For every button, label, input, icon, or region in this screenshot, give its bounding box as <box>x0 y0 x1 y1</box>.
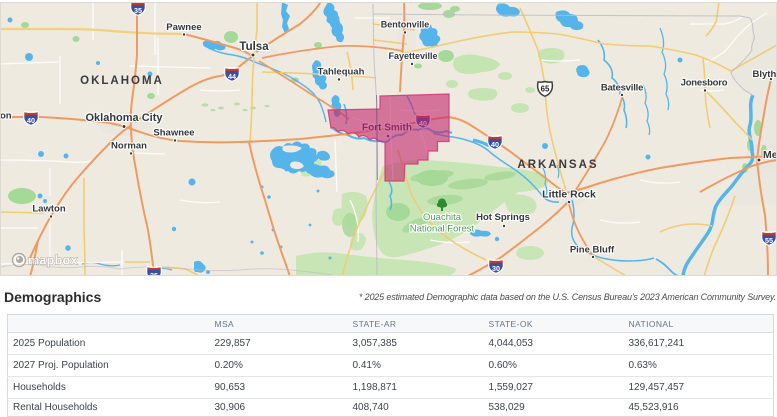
svg-text:35: 35 <box>150 271 158 276</box>
svg-text:ARKANSAS: ARKANSAS <box>517 159 598 171</box>
svg-text:Batesville: Batesville <box>601 83 643 94</box>
svg-text:Hot Springs: Hot Springs <box>476 212 530 223</box>
svg-text:Blytheville: Blytheville <box>753 69 777 80</box>
svg-text:Bentonville: Bentonville <box>381 20 430 30</box>
svg-text:Little Rock: Little Rock <box>542 189 596 201</box>
svg-text:Shawnee: Shawnee <box>153 128 194 139</box>
svg-text:Oklahoma City: Oklahoma City <box>85 112 163 124</box>
svg-text:40: 40 <box>491 140 499 149</box>
svg-text:Norman: Norman <box>111 141 147 152</box>
svg-text:Pawnee: Pawnee <box>166 22 201 33</box>
svg-text:Ouachita: Ouachita <box>423 212 462 223</box>
svg-text:Memphis: Memphis <box>763 149 777 161</box>
svg-text:44: 44 <box>228 72 236 81</box>
svg-text:OKLAHOMA: OKLAHOMA <box>80 75 164 87</box>
svg-text:Fayetteville: Fayetteville <box>388 51 437 61</box>
svg-text:Lawton: Lawton <box>32 204 65 215</box>
svg-text:30: 30 <box>492 264 500 273</box>
svg-text:55: 55 <box>765 236 773 245</box>
svg-text:Tulsa: Tulsa <box>239 41 269 53</box>
svg-text:65: 65 <box>541 84 550 93</box>
svg-text:mapbox: mapbox <box>28 254 78 268</box>
svg-text:on: on <box>0 111 12 122</box>
svg-text:Tahlequah: Tahlequah <box>318 67 365 78</box>
svg-text:Jonesboro: Jonesboro <box>681 78 728 89</box>
svg-text:40: 40 <box>27 116 35 125</box>
svg-text:Pine Bluff: Pine Bluff <box>570 245 615 256</box>
svg-text:35: 35 <box>134 6 142 15</box>
svg-text:National Forest: National Forest <box>410 224 475 235</box>
